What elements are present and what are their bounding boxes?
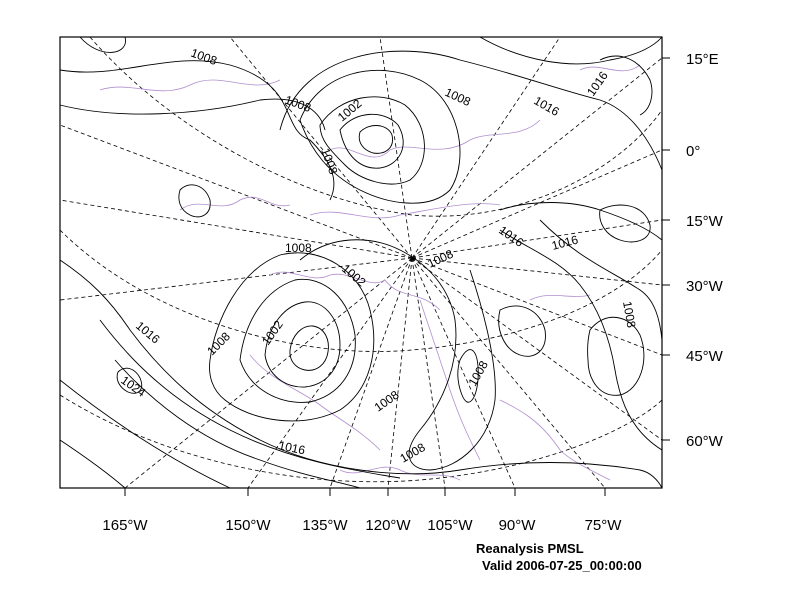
lat-tick-label: 15°W (686, 213, 724, 230)
lon-tick-label: 90°W (499, 517, 537, 534)
lat-tick-label: 30°W (686, 278, 724, 295)
contour-label: 1016 (133, 319, 163, 347)
axis-ticks (124, 57, 670, 496)
lat-tick-label: 45°W (686, 348, 724, 365)
coastlines (99, 64, 641, 481)
valid-time: Valid 2006-07-25_00:00:00 (482, 558, 642, 573)
lat-tick-label: 15°E (686, 51, 719, 68)
lon-tick-label: 75°W (585, 517, 623, 534)
contour-label: 1008 (425, 247, 455, 271)
lon-tick-label: 150°W (225, 517, 271, 534)
contour-label: 1016 (277, 438, 306, 457)
contour-label: 1008 (620, 300, 638, 329)
lat-tick-label: 0° (686, 143, 700, 160)
lon-tick-label: 120°W (365, 517, 411, 534)
contour-label: 1002 (339, 262, 369, 290)
contour-label: 1008 (189, 46, 219, 68)
contour-label: 1008 (204, 329, 233, 358)
contour-labels: 1008 1008 1002 1008 1016 1016 1008 1008 … (118, 46, 638, 466)
contour-label: 1016 (496, 223, 526, 250)
lon-tick-label: 165°W (102, 517, 148, 534)
lon-tick-label: 105°W (427, 517, 473, 534)
map-title: Reanalysis PMSL (476, 541, 584, 556)
lon-tick-label: 135°W (302, 517, 348, 534)
contour-label: 1008 (398, 440, 428, 466)
contour-label: 1008 (465, 358, 491, 388)
contour-label: 1008 (318, 146, 340, 176)
contour-label: 1016 (532, 93, 562, 119)
contour-label: 1008 (372, 387, 402, 414)
lat-tick-label: 60°W (686, 433, 724, 450)
contour-label: 1002 (335, 96, 365, 124)
contour-label: 1024 (118, 373, 148, 400)
isobars (59, 36, 663, 489)
right-axis-labels: 15°E 0° 15°W 30°W 45°W 60°W (686, 51, 724, 450)
contour-label: 1008 (285, 241, 312, 255)
contour-label: 1016 (550, 232, 580, 253)
plot-frame (59, 36, 663, 489)
bottom-axis-labels: 165°W 150°W 135°W 120°W 105°W 90°W 75°W (102, 517, 622, 534)
contour-label: 1016 (584, 69, 611, 99)
contour-label: 1002 (259, 318, 286, 348)
